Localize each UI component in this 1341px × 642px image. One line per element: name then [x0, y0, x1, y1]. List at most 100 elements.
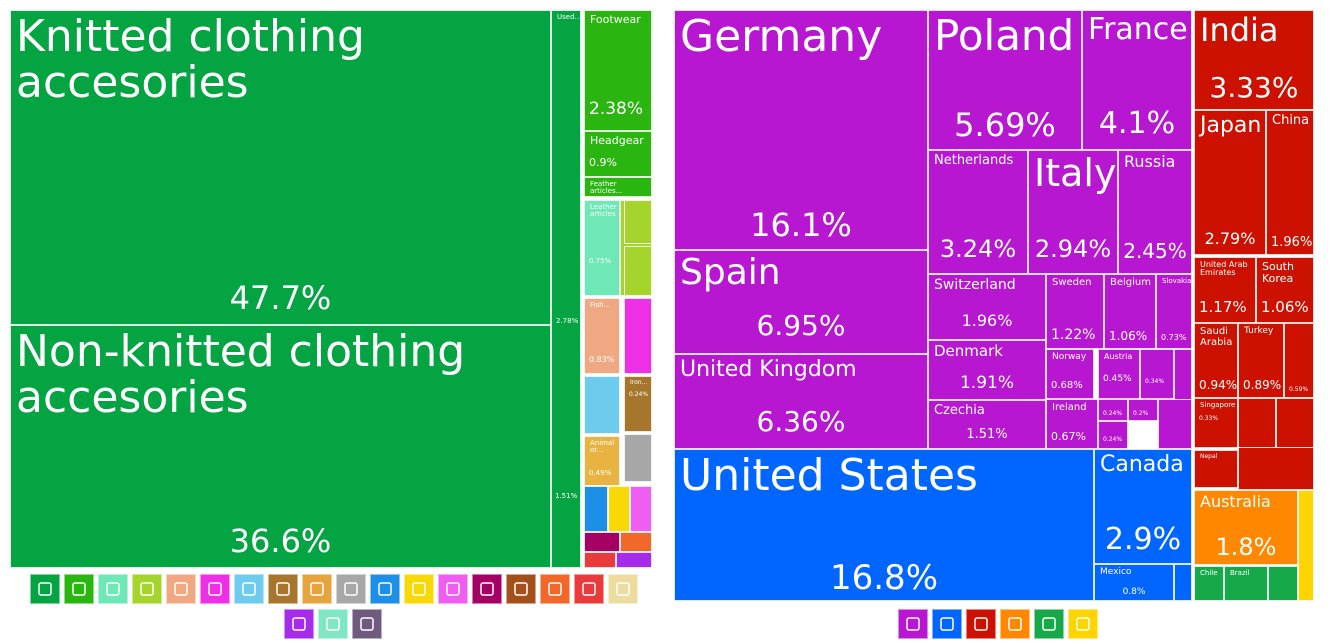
tile-name: Fish...	[590, 301, 611, 309]
treemap-tile-item-18[interactable]: 0.24%	[1098, 399, 1128, 421]
treemap-tile-norway[interactable]: Norway 0.68%	[1046, 349, 1094, 399]
treemap-tile-india[interactable]: India 3.33%	[1194, 10, 1314, 110]
treemap-tile-item-3[interactable]: 1.51%	[551, 10, 581, 568]
treemap-tile-turkey[interactable]: Turkey 0.89%	[1238, 323, 1284, 398]
treemap-tile-headgear[interactable]: Headgear 0.9%	[584, 131, 652, 177]
treemap-tile-netherlands[interactable]: Netherlands 3.24%	[928, 150, 1028, 274]
treemap-tile-minor[interactable]	[584, 532, 620, 552]
treemap-tile-animal-or[interactable]: Animal or... 0.49%	[584, 436, 620, 486]
treemap-tile-united-states[interactable]: United States 16.8%	[674, 449, 1094, 601]
gem-icon[interactable]	[284, 609, 314, 639]
treemap-tile-minor[interactable]	[1238, 398, 1276, 448]
treemap-tile-leather-articles[interactable]: Leather articles 0.75%	[584, 200, 620, 296]
treemap-tile-item-20[interactable]: 0.24%	[1098, 421, 1128, 449]
asia-icon[interactable]	[966, 609, 996, 639]
treemap-tile-item-19[interactable]: 0.2%	[1128, 399, 1158, 421]
treemap-tile-minor[interactable]	[1298, 490, 1314, 601]
treemap-tile-minor[interactable]	[624, 434, 652, 482]
treemap-tile-feather-articles[interactable]: Feather articles...	[584, 177, 652, 197]
tile-value: 2.78%	[556, 317, 579, 325]
treemap-tile-iron[interactable]: Iron... 0.24%	[624, 376, 652, 432]
treemap-tile-minor[interactable]	[1268, 566, 1298, 601]
treemap-tile-switzerland[interactable]: Switzerland 1.96%	[928, 274, 1046, 340]
treemap-tile-item-17[interactable]: 0.34%	[1140, 349, 1174, 399]
treemap-tile-italy[interactable]: Italy 2.94%	[1028, 150, 1118, 274]
art-icon[interactable]	[352, 609, 382, 639]
treemap-tile-minor[interactable]	[624, 246, 652, 296]
treemap-tile-minor[interactable]	[608, 486, 630, 532]
treemap-tile-canada[interactable]: Canada 2.9%	[1094, 449, 1192, 564]
tile-name: Japan	[1200, 113, 1262, 138]
treemap-tile-minor[interactable]	[584, 552, 616, 568]
treemap-tile-sweden[interactable]: Sweden 1.22%	[1046, 274, 1104, 349]
treemap-tile-footwear[interactable]: Footwear 2.38%	[584, 10, 652, 131]
treemap-tile-slovakia[interactable]: Slovakia 0.73%	[1156, 274, 1192, 349]
treemap-tile-united-arab-emirates[interactable]: United Arab Emirates 1.17%	[1194, 257, 1256, 323]
gauge-icon[interactable]	[472, 574, 502, 604]
treemap-tile-south-korea[interactable]: South Korea 1.06%	[1256, 257, 1314, 323]
metal-icon[interactable]	[302, 574, 332, 604]
treemap-tile-czechia[interactable]: Czechia 1.51%	[928, 400, 1046, 449]
box-icon[interactable]	[336, 574, 366, 604]
treemap-tile-denmark[interactable]: Denmark 1.91%	[928, 340, 1046, 400]
treemap-tile-minor[interactable]	[1276, 398, 1314, 448]
treemap-tile-nepal[interactable]: Nepal	[1194, 450, 1238, 488]
south-america-icon[interactable]	[1034, 609, 1064, 639]
animal-icon[interactable]	[166, 574, 196, 604]
tile-value: 0.49%	[589, 469, 612, 477]
africa-icon[interactable]	[1068, 609, 1098, 639]
vehicle-icon[interactable]	[574, 574, 604, 604]
north-america-icon[interactable]	[932, 609, 962, 639]
treemap-tile-russia[interactable]: Russia 2.45%	[1118, 150, 1192, 274]
treemap-tile-minor[interactable]	[1158, 399, 1192, 449]
treemap-tile-spain[interactable]: Spain 6.95%	[674, 250, 928, 354]
treemap-tile-austria[interactable]: Austria 0.45%	[1098, 349, 1140, 399]
treemap-tile-minor[interactable]	[624, 200, 652, 244]
textile-icon[interactable]	[318, 609, 348, 639]
treemap-tile-minor[interactable]	[584, 486, 608, 532]
treemap-tile-fish[interactable]: Fish... 0.83%	[584, 298, 620, 374]
treemap-tile-minor[interactable]	[584, 376, 620, 434]
stone-icon[interactable]	[268, 574, 298, 604]
flask-icon[interactable]	[200, 574, 230, 604]
treemap-tile-knitted-clothing-accesories[interactable]: Knitted clothing accesories 47.7%	[10, 10, 551, 325]
mineral-icon[interactable]	[506, 574, 536, 604]
treemap-tile-used[interactable]: Used... 2.78%	[551, 10, 581, 568]
treemap-tile-minor[interactable]	[1174, 564, 1192, 601]
treemap-tile-non-knitted-clothing-accesories[interactable]: Non-knitted clothing accesories 36.6%	[10, 325, 551, 568]
gear-icon[interactable]	[370, 574, 400, 604]
treemap-tile-minor[interactable]	[620, 532, 652, 552]
treemap-tile-brazil[interactable]: Brazil	[1224, 566, 1268, 601]
shoe-icon[interactable]	[64, 574, 94, 604]
hide-icon[interactable]	[98, 574, 128, 604]
treemap-tile-poland[interactable]: Poland 5.69%	[928, 10, 1082, 150]
treemap-tile-china[interactable]: China 1.96%	[1266, 110, 1314, 255]
tile-value: 0.68%	[1051, 380, 1083, 391]
wheat-icon[interactable]	[132, 574, 162, 604]
paper-icon[interactable]	[608, 574, 638, 604]
treemap-tile-belgium[interactable]: Belgium 1.06%	[1104, 274, 1156, 349]
tile-name: Animal or...	[590, 439, 615, 455]
treemap-tile-japan[interactable]: Japan 2.79%	[1194, 110, 1266, 255]
treemap-tile-item-31[interactable]: 0.59%	[1284, 323, 1314, 398]
tile-value: 1.96%	[1271, 235, 1313, 250]
treemap-tile-minor[interactable]	[616, 552, 652, 568]
treemap-tile-france[interactable]: France 4.1%	[1082, 10, 1192, 150]
europe-icon[interactable]	[898, 609, 928, 639]
treemap-tile-minor[interactable]	[630, 486, 652, 532]
treemap-tile-minor[interactable]	[624, 298, 652, 374]
treemap-tile-chile[interactable]: Chile	[1194, 566, 1224, 601]
plastic-icon[interactable]	[234, 574, 264, 604]
food-icon[interactable]	[540, 574, 570, 604]
treemap-tile-saudi-arabia[interactable]: Saudi Arabia 0.94%	[1194, 323, 1238, 398]
oceania-icon[interactable]	[1000, 609, 1030, 639]
treemap-tile-united-kingdom[interactable]: United Kingdom 6.36%	[674, 354, 928, 449]
shirt-icon[interactable]	[30, 574, 60, 604]
treemap-tile-germany[interactable]: Germany 16.1%	[674, 10, 928, 250]
treemap-tile-singapore[interactable]: Singapore 0.33%	[1194, 398, 1238, 448]
treemap-tile-australia[interactable]: Australia 1.8%	[1194, 490, 1298, 565]
recycle-icon[interactable]	[438, 574, 468, 604]
treemap-tile-ireland[interactable]: Ireland 0.67%	[1046, 399, 1098, 449]
treemap-tile-mexico[interactable]: Mexico 0.8%	[1094, 564, 1174, 601]
fruit-icon[interactable]	[404, 574, 434, 604]
